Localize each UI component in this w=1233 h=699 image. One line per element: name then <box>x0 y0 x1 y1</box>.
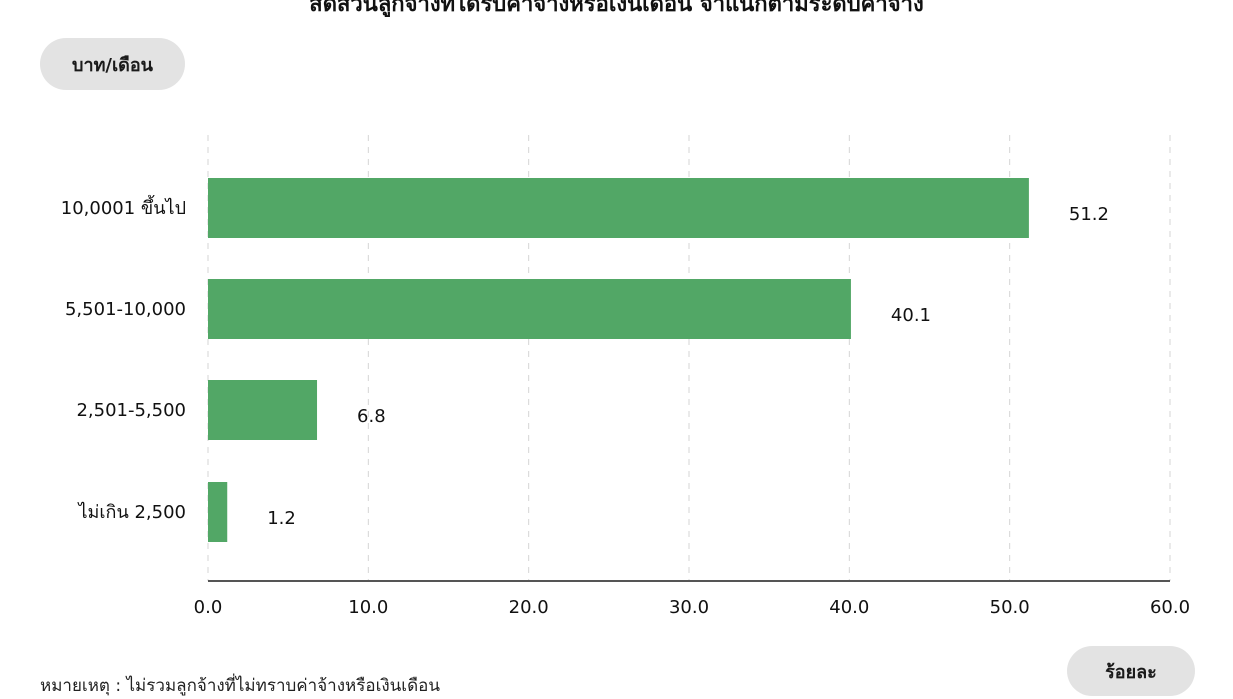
x-tick-label-0: 0.0 <box>194 597 223 618</box>
value-label-1: 40.1 <box>891 305 931 326</box>
x-tick-label-1: 10.0 <box>348 597 388 618</box>
x-tick-label-6: 60.0 <box>1150 597 1190 618</box>
footnote: หมายเหตุ : ไม่รวมลูกจ้างที่ไม่ทราบค่าจ้า… <box>40 676 440 696</box>
category-label-3: ไม่เกิน 2,500 <box>76 501 186 523</box>
value-label-2: 6.8 <box>357 406 386 427</box>
bar-1 <box>208 279 851 339</box>
x-axis-unit-label: ร้อยละ <box>1105 661 1157 683</box>
category-label-2: 2,501-5,500 <box>76 400 186 421</box>
category-label-1: 5,501-10,000 <box>65 299 186 320</box>
chart-title: สัดส่วนลูกจ้างที่ได้รับค่าจ้างหรือเงินเด… <box>309 0 924 17</box>
value-label-3: 1.2 <box>267 508 296 529</box>
x-tick-label-5: 50.0 <box>990 597 1030 618</box>
x-tick-label-4: 40.0 <box>829 597 869 618</box>
bar-0 <box>208 178 1029 238</box>
x-tick-label-2: 20.0 <box>509 597 549 618</box>
bar-3 <box>208 482 228 542</box>
y-axis-unit-badge: บาท/เดือน <box>40 38 185 90</box>
x-tick-label-3: 30.0 <box>669 597 709 618</box>
value-label-0: 51.2 <box>1069 204 1109 225</box>
y-axis-unit-label: บาท/เดือน <box>72 54 153 76</box>
category-label-0: 10,0001 ขึ้นไป <box>61 195 186 219</box>
x-axis-unit-badge: ร้อยละ <box>1067 646 1195 696</box>
bar-2 <box>208 380 318 440</box>
